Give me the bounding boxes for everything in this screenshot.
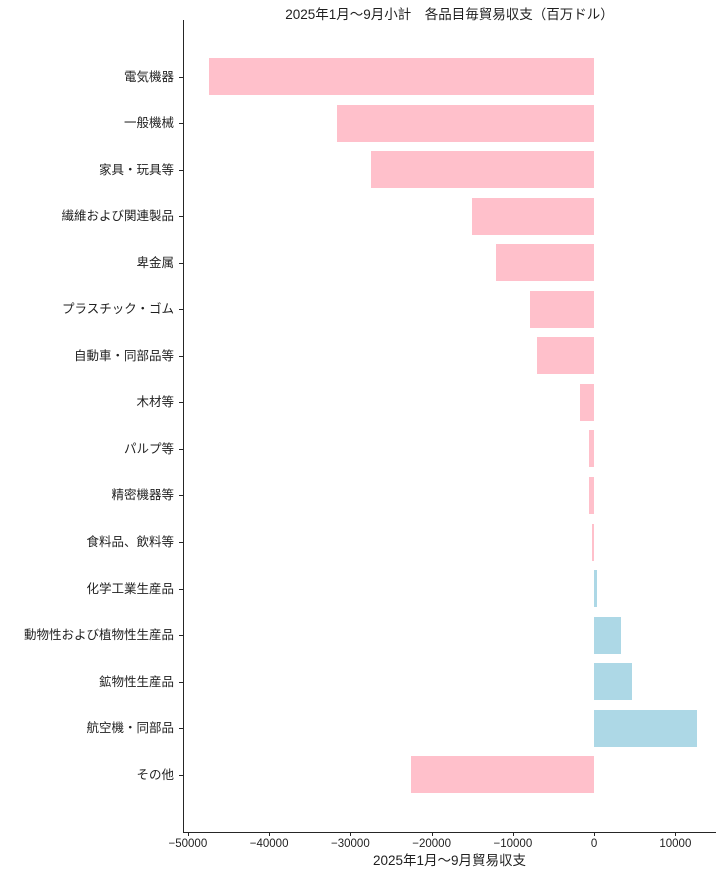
x-tick-label: −30000 — [331, 838, 370, 850]
bar-deficit — [370, 151, 595, 189]
bar-deficit — [589, 430, 595, 468]
y-tick-mark — [179, 495, 183, 497]
x-tick-mark — [269, 832, 271, 836]
x-tick-label: 0 — [590, 838, 598, 850]
category-label: 自動車・同部品等 — [73, 348, 174, 363]
category-label: 化学工業生産品 — [86, 581, 174, 596]
bar-deficit — [579, 383, 595, 421]
bar-deficit — [537, 337, 595, 375]
x-tick-mark — [512, 832, 514, 836]
x-tick-label: −20000 — [412, 838, 451, 850]
category-label: 家具・玩具等 — [98, 162, 174, 177]
y-tick-mark — [179, 216, 183, 218]
x-tick-label: 10000 — [659, 838, 692, 850]
x-tick-mark — [187, 832, 189, 836]
category-label: 木材等 — [136, 395, 174, 410]
y-tick-mark — [179, 402, 183, 404]
x-tick-label: −50000 — [168, 838, 208, 850]
y-tick-mark — [179, 681, 183, 683]
category-label: 電気機器 — [123, 69, 174, 84]
y-axis-spine — [183, 20, 184, 832]
bar-surplus — [594, 570, 597, 608]
y-tick-mark — [179, 542, 183, 543]
bar-deficit — [411, 756, 595, 794]
x-tick-label: −40000 — [249, 838, 289, 850]
x-tick-mark — [675, 832, 677, 836]
x-tick-mark — [350, 832, 352, 836]
category-label: パルプ等 — [123, 441, 174, 456]
bar-deficit — [529, 290, 595, 328]
x-tick-label: −10000 — [493, 838, 533, 850]
chart-title: 2025年1月～9月小計 各品目毎貿易収支（百万ドル） — [285, 7, 614, 22]
bar-deficit — [472, 197, 595, 235]
y-tick-mark — [179, 588, 183, 590]
category-label: 卑金属 — [136, 255, 174, 270]
x-axis-label: 2025年1月～9月貿易収支 — [372, 853, 527, 868]
bar-surplus — [594, 616, 621, 654]
y-tick-mark — [179, 169, 183, 171]
bar-deficit — [209, 58, 595, 95]
bar-deficit — [495, 244, 595, 282]
y-tick-mark — [179, 728, 183, 730]
x-tick-mark — [431, 832, 433, 836]
bar-deficit — [589, 476, 595, 514]
category-label: 精密機器等 — [111, 488, 174, 503]
x-tick-mark — [594, 832, 596, 836]
x-axis-spine — [183, 832, 716, 833]
y-tick-mark — [179, 355, 183, 357]
y-tick-mark — [179, 309, 183, 311]
y-tick-mark — [179, 774, 183, 776]
y-tick-mark — [179, 123, 183, 125]
y-tick-mark — [179, 262, 183, 264]
bar-deficit — [591, 523, 595, 561]
category-label: 食料品、飲料等 — [86, 535, 174, 549]
y-tick-mark — [179, 635, 183, 637]
bar-surplus — [594, 663, 632, 701]
bar-surplus — [594, 709, 697, 747]
y-tick-mark — [179, 76, 183, 78]
category-label: 航空機・同部品 — [86, 721, 174, 736]
category-label: 鉱物性生産品 — [98, 674, 174, 689]
y-tick-mark — [179, 448, 183, 450]
category-label: プラスチック・ゴム — [61, 302, 174, 317]
category-label: 一般機械 — [123, 116, 174, 131]
bar-deficit — [337, 104, 595, 142]
category-label: その他 — [136, 767, 174, 782]
category-label: 動物性および植物性生産品 — [23, 628, 174, 643]
category-label: 繊維および関連製品 — [61, 209, 174, 224]
